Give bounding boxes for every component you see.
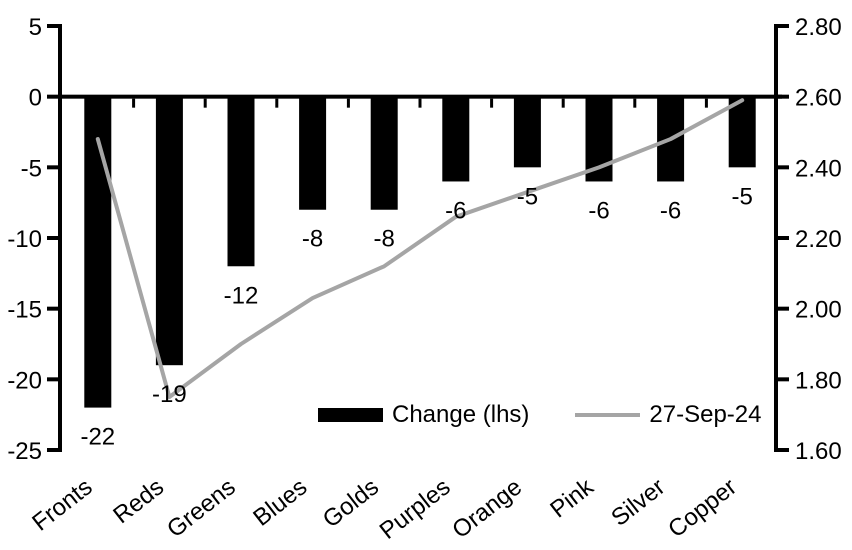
bar-value-label: -8: [374, 226, 395, 253]
bar-value-label: -5: [732, 183, 753, 210]
right-axis-tick-label: 2.20: [795, 226, 842, 253]
right-axis-tick: [778, 94, 789, 99]
category-label-greens: Greens: [162, 473, 241, 543]
right-axis-tick-label: 1.60: [795, 438, 842, 465]
legend-bar-swatch-icon: [318, 408, 383, 422]
right-axis-tick-label: 2.00: [795, 297, 842, 324]
right-axis-tick-label: 2.60: [795, 85, 842, 112]
bar-value-label: -6: [588, 197, 609, 224]
x-axis-tick: [633, 98, 637, 108]
legend-label-date: 27-Sep-24: [649, 401, 762, 428]
category-label-purples: Purples: [375, 473, 456, 544]
category-label-pink: Pink: [545, 473, 599, 524]
left-axis-tick: [47, 306, 58, 311]
left-axis-tick-label: -15: [7, 297, 42, 324]
x-axis-tick: [561, 98, 565, 108]
left-axis-tick-label: -10: [7, 226, 42, 253]
category-label-blues: Blues: [248, 473, 312, 531]
bar-purples: [442, 96, 470, 182]
right-axis-tick: [778, 448, 789, 452]
x-axis-tick: [203, 98, 207, 108]
category-label-golds: Golds: [318, 473, 384, 533]
category-label-copper: Copper: [663, 473, 742, 543]
category-label-reds: Reds: [108, 473, 169, 529]
left-axis-tick-label: 0: [29, 85, 42, 112]
x-axis-tick: [275, 98, 279, 108]
x-axis-tick: [132, 98, 136, 108]
line-series: [95, 98, 745, 399]
left-axis-tick-label: -25: [7, 438, 42, 465]
legend-label-change: Change (lhs): [392, 401, 530, 428]
left-axis-tick: [47, 377, 58, 382]
left-axis-tick: [47, 448, 58, 452]
x-axis-line: [58, 94, 782, 99]
category-label-orange: Orange: [447, 473, 527, 544]
bar-value-label: -6: [660, 197, 681, 224]
bar-fronts: [84, 96, 112, 408]
bar-value-label: -5: [517, 183, 538, 210]
left-axis-tick: [47, 94, 58, 99]
left-axis-tick-label: -5: [21, 155, 42, 182]
left-axis-line: [58, 24, 62, 452]
bar-value-label: -8: [302, 226, 323, 253]
right-axis-tick: [778, 377, 789, 382]
right-axis-tick: [778, 236, 789, 240]
chart-legend: Change (lhs) 27-Sep-24: [318, 400, 761, 430]
bar-value-label: -19: [152, 381, 187, 408]
category-label-fronts: Fronts: [27, 473, 97, 536]
right-axis-line: [774, 24, 778, 452]
bar-value-label: -6: [445, 197, 466, 224]
right-axis-tick-label: 1.80: [795, 367, 842, 394]
left-axis-tick-label: 5: [29, 14, 42, 41]
x-axis-tick: [704, 98, 708, 108]
bar-reds: [155, 96, 183, 366]
bar-copper: [728, 96, 756, 168]
bar-orange: [513, 96, 541, 168]
bar-golds: [370, 96, 398, 210]
x-axis-tick: [418, 98, 422, 108]
bar-value-label: -12: [224, 282, 259, 309]
right-axis-tick: [778, 24, 789, 28]
left-axis-tick: [47, 24, 58, 28]
right-axis-tick: [778, 306, 789, 311]
right-axis-tick: [778, 165, 789, 170]
bar-greens: [227, 96, 255, 267]
x-axis-tick: [490, 98, 494, 108]
left-axis-tick: [47, 236, 58, 240]
x-axis-tick: [346, 98, 350, 108]
bar-value-label: -22: [80, 424, 115, 451]
right-axis-tick-label: 2.40: [795, 155, 842, 182]
left-axis-tick: [47, 165, 58, 170]
legend-line-swatch-icon: [575, 413, 641, 417]
category-label-silver: Silver: [606, 473, 670, 531]
right-axis-tick-label: 2.80: [795, 14, 842, 41]
left-axis-tick-label: -20: [7, 367, 42, 394]
bar-blues: [299, 96, 327, 210]
